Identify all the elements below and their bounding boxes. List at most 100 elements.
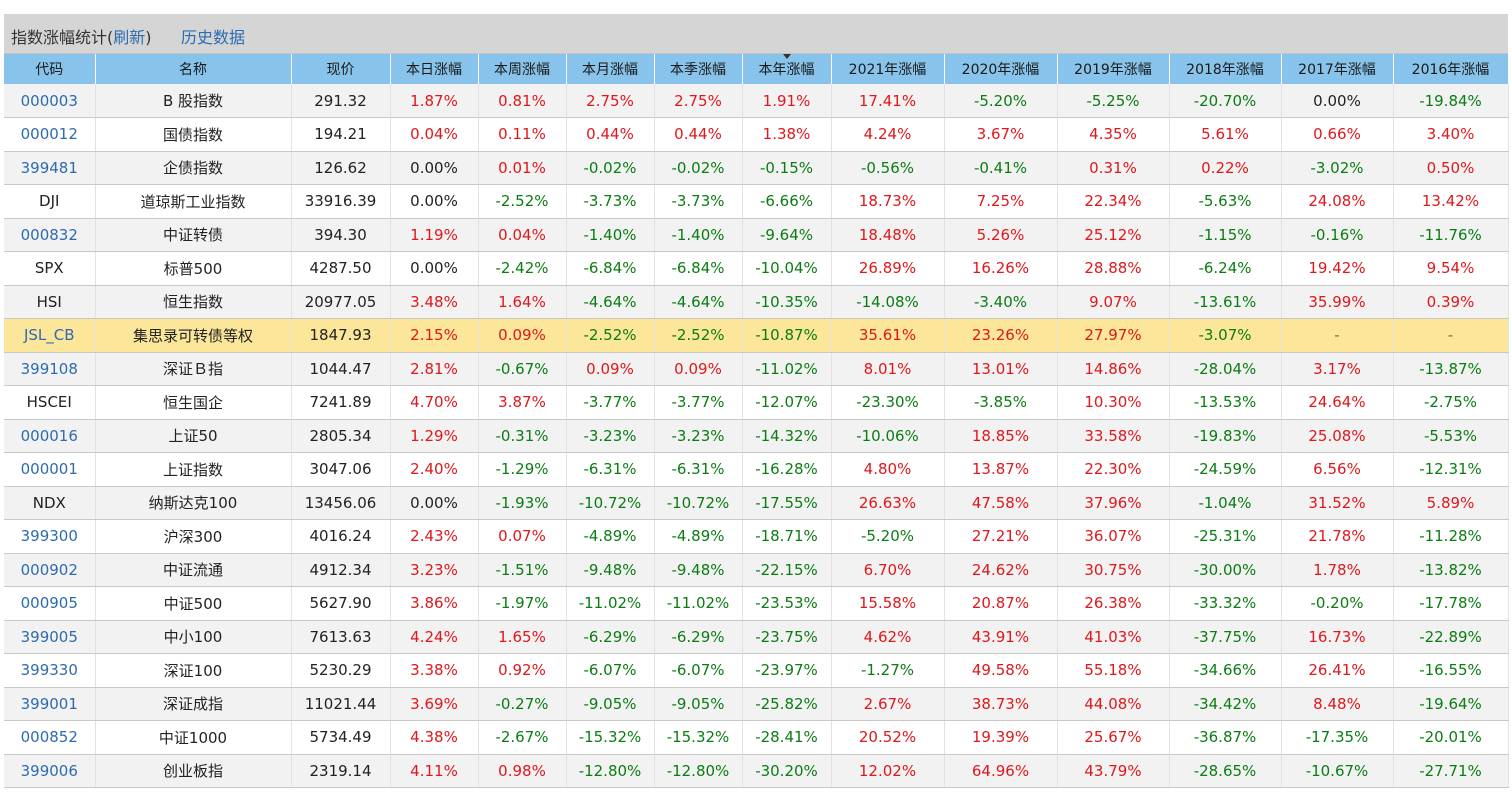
table-row[interactable]: 399108 深证Ｂ指 1044.47 2.81% -0.67% 0.09% 0.09% -1… [4, 352, 1509, 386]
change-cell: -3.73% [566, 184, 655, 219]
table-row[interactable]: 000832 中证转债 394.30 1.19% 0.04% -1.40% -1.40% -9… [4, 218, 1509, 252]
change-cell: 4.11% [390, 754, 479, 788]
index-code-cell[interactable]: 399006 [4, 754, 96, 788]
change-cell: -10.06% [831, 419, 945, 453]
change-cell: -23.75% [742, 620, 832, 654]
change-cell: 9.54% [1393, 251, 1509, 286]
index-code-cell[interactable]: 399108 [4, 352, 96, 386]
table-row[interactable]: 000012 国债指数 194.21 0.04% 0.11% 0.44% 0.44% 1.38… [4, 117, 1509, 152]
index-code-cell[interactable]: 000832 [4, 218, 96, 252]
column-header[interactable]: 本日涨幅 [390, 54, 479, 84]
column-header[interactable]: 2019年涨幅 [1057, 54, 1170, 84]
table-row[interactable]: DJI 道琼斯工业指数 33916.39 0.00% -2.52% -3.73% -3.73… [4, 184, 1509, 219]
change-cell: 26.41% [1281, 653, 1394, 688]
table-row[interactable]: HSCEI 恒生国企 7241.89 4.70% 3.87% -3.77% -3.77% -1… [4, 385, 1509, 420]
price-cell: 3047.06 [291, 452, 391, 487]
column-header[interactable]: 本季涨幅 [654, 54, 743, 84]
index-code-cell[interactable]: 399005 [4, 620, 96, 654]
change-cell: - [1281, 318, 1394, 353]
index-code-cell[interactable]: 000012 [4, 117, 96, 152]
table-row[interactable]: 399330 深证100 5230.29 3.38% 0.92% -6.07% -6.07%… [4, 653, 1509, 688]
index-name-cell: 中证1000 [95, 720, 292, 755]
change-cell: 41.03% [1057, 620, 1170, 654]
change-cell: -36.87% [1169, 720, 1282, 755]
column-header[interactable]: 2018年涨幅 [1169, 54, 1282, 84]
column-header[interactable]: 现价 [291, 54, 391, 84]
index-name-cell: 恒生国企 [95, 385, 292, 420]
change-cell: 26.38% [1057, 586, 1170, 621]
column-header[interactable]: 2016年涨幅 [1393, 54, 1509, 84]
table-row[interactable]: 000905 中证500 5627.90 3.86% -1.97% -11.02% -11.… [4, 586, 1509, 621]
change-cell: -1.15% [1169, 218, 1282, 252]
price-cell: 2319.14 [291, 754, 391, 788]
change-cell: 8.48% [1281, 687, 1394, 721]
index-code-cell[interactable]: 000003 [4, 84, 96, 118]
change-cell: -12.80% [654, 754, 743, 788]
close-paren: ) [145, 28, 152, 47]
index-code-cell[interactable]: 000902 [4, 553, 96, 587]
change-cell: 5.26% [944, 218, 1058, 252]
column-header[interactable]: 本月涨幅 [566, 54, 655, 84]
table-row[interactable]: 000003 B 股指数 291.32 1.87% 0.81% 2.75% 2.75% 1.9… [4, 84, 1509, 118]
change-cell: 0.98% [478, 754, 567, 788]
change-cell: 19.42% [1281, 251, 1394, 286]
column-header[interactable]: 本年涨幅 [742, 54, 832, 84]
table-row[interactable]: 000852 中证1000 5734.49 4.38% -2.67% -15.32% -15… [4, 720, 1509, 755]
change-cell: -11.28% [1393, 519, 1509, 554]
index-code-cell[interactable]: 399300 [4, 519, 96, 554]
index-code-cell[interactable]: 000001 [4, 452, 96, 487]
table-row[interactable]: 000016 上证50 2805.34 1.29% -0.31% -3.23% -3.23%… [4, 419, 1509, 453]
change-cell: 3.40% [1393, 117, 1509, 152]
price-cell: 291.32 [291, 84, 391, 118]
change-cell: -1.40% [566, 218, 655, 252]
change-cell: 4.70% [390, 385, 479, 420]
table-row[interactable]: 399300 沪深300 4016.24 2.43% 0.07% -4.89% -4.89%… [4, 519, 1509, 554]
change-cell: 5.61% [1169, 117, 1282, 152]
table-row[interactable]: NDX 纳斯达克100 13456.06 0.00% -1.93% -10.72% -10.… [4, 486, 1509, 520]
table-row[interactable]: HSI 恒生指数 20977.05 3.48% 1.64% -4.64% -4.64% -10… [4, 285, 1509, 319]
table-row[interactable]: 399006 创业板指 2319.14 4.11% 0.98% -12.80% -12.80… [4, 754, 1509, 788]
change-cell: -16.28% [742, 452, 832, 487]
table-row[interactable]: 399001 深证成指 11021.44 3.69% -0.27% -9.05% -9.05… [4, 687, 1509, 721]
change-cell: 1.78% [1281, 553, 1394, 587]
column-header[interactable]: 代码 [4, 54, 96, 84]
table-row[interactable]: 399005 中小100 7613.63 4.24% 1.65% -6.29% -6.29%… [4, 620, 1509, 654]
change-cell: 0.09% [566, 352, 655, 386]
change-cell: -10.35% [742, 285, 832, 319]
table-row[interactable]: 000902 中证流通 4912.34 3.23% -1.51% -9.48% -9.48%… [4, 553, 1509, 587]
change-cell: 4.62% [831, 620, 945, 654]
history-data-link[interactable]: 历史数据 [181, 28, 246, 47]
change-cell: -24.59% [1169, 452, 1282, 487]
change-cell: -2.52% [654, 318, 743, 353]
column-header[interactable]: 名称 [95, 54, 292, 84]
index-code-cell[interactable]: 000905 [4, 586, 96, 621]
column-header[interactable]: 本周涨幅 [478, 54, 567, 84]
table-row[interactable]: 399481 企债指数 126.62 0.00% 0.01% -0.02% -0.02% -0… [4, 151, 1509, 185]
column-header[interactable]: 2017年涨幅 [1281, 54, 1394, 84]
change-cell: -17.35% [1281, 720, 1394, 755]
index-code-cell[interactable]: 399001 [4, 687, 96, 721]
index-code-cell[interactable]: JSL_CB [4, 318, 96, 353]
change-cell: 30.75% [1057, 553, 1170, 587]
table-row[interactable]: JSL_CB 集思录可转债等权 1847.93 2.15% 0.09% -2.52% -2.… [4, 318, 1509, 353]
index-code-cell[interactable]: 399481 [4, 151, 96, 185]
column-header[interactable]: 2021年涨幅 [831, 54, 945, 84]
index-name-cell: 道琼斯工业指数 [95, 184, 292, 219]
index-name-cell: 恒生指数 [95, 285, 292, 319]
price-cell: 33916.39 [291, 184, 391, 219]
index-code-cell[interactable]: 000852 [4, 720, 96, 755]
column-header[interactable]: 2020年涨幅 [944, 54, 1058, 84]
change-cell: -30.00% [1169, 553, 1282, 587]
change-cell: -10.72% [654, 486, 743, 520]
change-cell: 25.67% [1057, 720, 1170, 755]
index-code-cell[interactable]: 399330 [4, 653, 96, 688]
index-name-cell: 标普500 [95, 251, 292, 286]
refresh-link[interactable]: 刷新 [113, 28, 146, 47]
change-cell: -23.53% [742, 586, 832, 621]
change-cell: 0.92% [478, 653, 567, 688]
index-code-cell[interactable]: 000016 [4, 419, 96, 453]
table-row[interactable]: 000001 上证指数 3047.06 2.40% -1.29% -6.31% -6.31%… [4, 452, 1509, 487]
change-cell: -1.97% [478, 586, 567, 621]
table-row[interactable]: SPX 标普500 4287.50 0.00% -2.42% -6.84% -6.84% -1… [4, 251, 1509, 286]
price-cell: 2805.34 [291, 419, 391, 453]
